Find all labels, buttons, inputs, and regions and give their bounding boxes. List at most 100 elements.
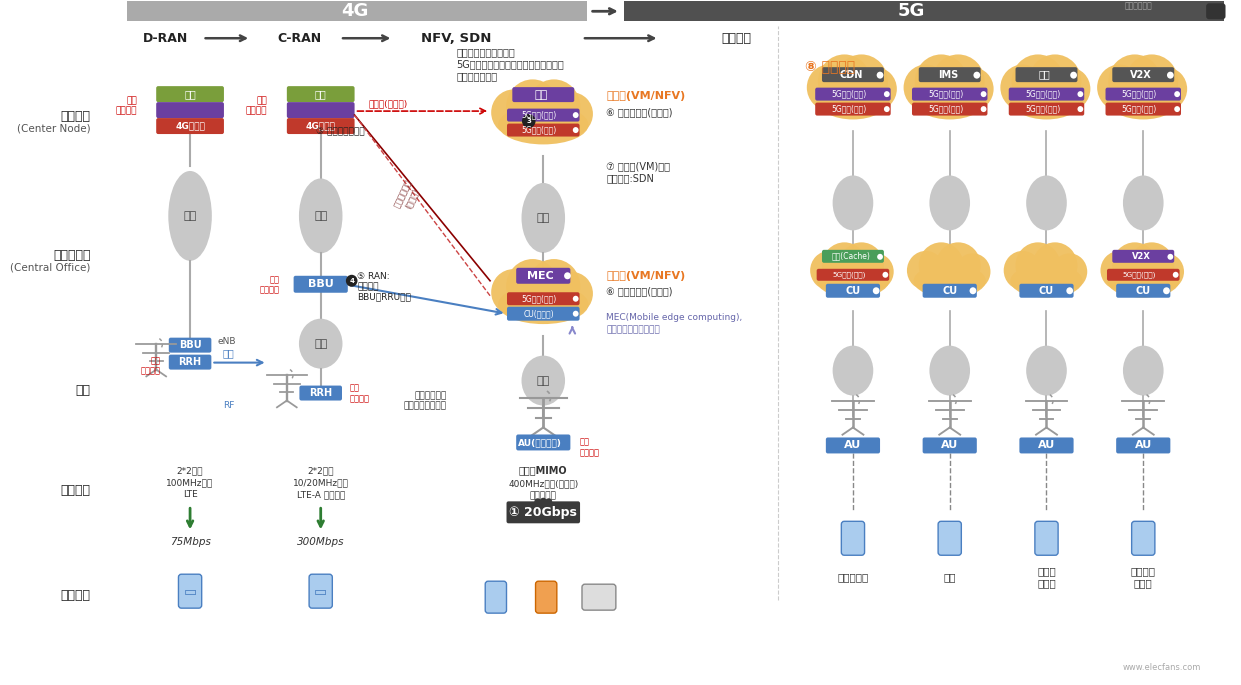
Text: 基带: 基带 [223,349,235,359]
FancyBboxPatch shape [287,118,355,134]
FancyBboxPatch shape [506,501,580,523]
Text: 专用
电信设备: 专用 电信设备 [580,438,601,457]
Circle shape [1167,72,1174,79]
FancyBboxPatch shape [822,250,884,263]
Text: 4: 4 [349,278,354,284]
FancyBboxPatch shape [825,438,880,453]
Circle shape [872,287,880,295]
Ellipse shape [833,346,874,395]
Text: LTE: LTE [182,490,197,499]
Text: 超高清视频: 超高清视频 [838,572,869,582]
Text: 语音: 语音 [943,572,956,582]
Bar [127,1,587,21]
Text: ⑧ 网络切片: ⑧ 网络切片 [804,59,855,73]
Circle shape [915,54,968,109]
Text: www.elecfans.com: www.elecfans.com [1123,662,1201,671]
Circle shape [884,91,890,97]
FancyBboxPatch shape [825,284,880,298]
Text: 回传: 回传 [184,211,196,221]
Circle shape [859,253,894,290]
FancyBboxPatch shape [922,438,977,453]
Text: AU: AU [1037,440,1055,451]
Text: ▭: ▭ [184,584,196,598]
Circle shape [884,106,890,112]
FancyBboxPatch shape [1107,269,1179,281]
Circle shape [491,90,536,136]
Text: RRH: RRH [179,357,201,367]
FancyBboxPatch shape [815,88,891,101]
Circle shape [1097,64,1142,110]
Text: CU: CU [1136,286,1150,296]
Circle shape [573,112,578,118]
Text: 100MHz带宽: 100MHz带宽 [166,478,213,487]
Ellipse shape [1026,175,1067,230]
Text: 大规模
物联网: 大规模 物联网 [1037,566,1056,588]
Text: CU: CU [845,286,860,296]
Circle shape [506,79,560,134]
Circle shape [969,287,977,295]
Circle shape [1145,67,1188,110]
Text: (Center Node): (Center Node) [17,123,91,133]
FancyBboxPatch shape [169,355,211,370]
Ellipse shape [1123,346,1164,395]
Text: eNB: eNB [217,337,236,346]
Ellipse shape [1107,264,1179,297]
Circle shape [1174,106,1180,112]
Text: ▭: ▭ [314,584,328,598]
Text: 75Mbps: 75Mbps [170,537,211,547]
Text: 应用: 应用 [315,89,326,99]
FancyBboxPatch shape [156,118,223,134]
Circle shape [1000,64,1045,110]
FancyBboxPatch shape [516,268,571,284]
Text: 大规模MIMO: 大规模MIMO [519,465,567,475]
Text: ① 20Gbps: ① 20Gbps [509,506,577,519]
Circle shape [1070,72,1077,79]
Text: LTE-A 载波聚合: LTE-A 载波聚合 [297,490,345,499]
Circle shape [907,251,944,290]
FancyBboxPatch shape [815,103,891,116]
Circle shape [918,242,964,289]
Text: ⑦ 虚拟机(VM)间的: ⑦ 虚拟机(VM)间的 [606,161,670,171]
Text: 3: 3 [526,118,531,124]
Text: MEC(Mobile edge computing),: MEC(Mobile edge computing), [606,313,742,322]
Circle shape [1029,54,1081,109]
FancyBboxPatch shape [1019,284,1073,298]
Circle shape [1049,67,1091,110]
Circle shape [1148,253,1184,290]
Ellipse shape [1026,346,1067,395]
Text: 5G核心(用户): 5G核心(用户) [831,105,866,114]
Circle shape [903,64,948,110]
FancyBboxPatch shape [1019,438,1073,453]
Circle shape [551,92,593,136]
FancyBboxPatch shape [1106,88,1181,101]
FancyBboxPatch shape [1035,521,1059,556]
FancyBboxPatch shape [287,86,355,102]
Circle shape [551,272,593,315]
Circle shape [1004,251,1041,290]
Text: 电子发烧友网: 电子发烧友网 [1124,2,1153,11]
Ellipse shape [817,264,889,297]
Circle shape [818,54,871,109]
Text: 移动网络边界计算平台: 移动网络边界计算平台 [606,325,660,334]
Circle shape [1033,242,1077,289]
FancyBboxPatch shape [294,276,347,292]
Circle shape [810,251,848,290]
FancyBboxPatch shape [485,581,506,613]
Circle shape [822,242,867,289]
Ellipse shape [169,171,212,261]
Ellipse shape [1010,264,1082,297]
Text: V2X: V2X [1131,70,1152,79]
Text: 中心结点: 中心结点 [61,110,91,123]
FancyBboxPatch shape [1106,103,1181,116]
Text: AU: AU [844,440,861,451]
Text: ⑤ RAN:
重新定义
BBU和RRU功能: ⑤ RAN: 重新定义 BBU和RRU功能 [357,272,411,301]
Ellipse shape [817,80,889,119]
FancyBboxPatch shape [287,102,355,118]
Circle shape [932,54,984,109]
Text: 5G核心(控制): 5G核心(控制) [928,90,963,99]
FancyBboxPatch shape [1112,250,1174,263]
Text: NFV, SDN: NFV, SDN [421,32,491,45]
Circle shape [876,72,884,79]
Text: MEC: MEC [527,271,553,281]
Text: 回传: 回传 [314,211,328,221]
